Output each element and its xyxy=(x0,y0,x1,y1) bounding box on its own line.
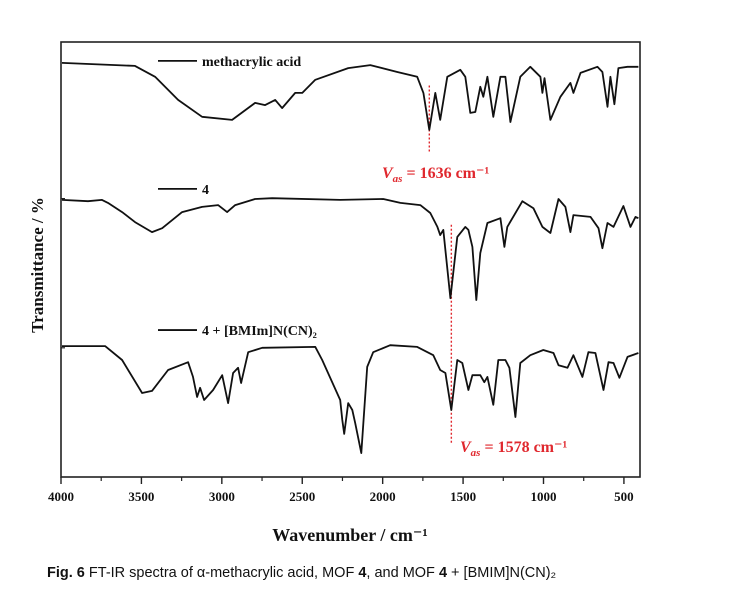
legend: methacrylic acid 4 4 + [BMIm]N(CN)₂ xyxy=(158,55,317,339)
x-tick-label: 4000 xyxy=(48,489,74,504)
annotation-symbol: V xyxy=(382,165,394,182)
caption-compound-4: 4 xyxy=(438,565,448,581)
x-tick-label: 1000 xyxy=(531,489,557,504)
caption-text: , and MOF xyxy=(366,565,439,581)
annotation-subscript: as xyxy=(471,447,481,459)
caption-text: FT-IR spectra of α-methacrylic acid, MOF xyxy=(84,565,359,581)
annotation-value: = 1578 cm⁻¹ xyxy=(480,439,567,456)
annotation-label: Vas = 1578 cm⁻¹ xyxy=(460,439,567,459)
caption-text: + [BMIM]N(CN)₂ xyxy=(447,565,557,581)
annotation-subscript: as xyxy=(393,173,403,185)
legend-label: methacrylic acid xyxy=(202,55,301,70)
x-tick-label: 500 xyxy=(614,489,634,504)
annotation-lines xyxy=(428,85,453,445)
x-axis-label: Wavenumber / cm⁻¹ xyxy=(272,525,428,545)
x-axis-ticks xyxy=(60,198,625,484)
x-tick-label: 2000 xyxy=(370,489,396,504)
legend-label: 4 xyxy=(202,183,209,198)
annotation-value: = 1636 cm⁻¹ xyxy=(402,165,489,182)
legend-label: 4 + [BMIm]N(CN)₂ xyxy=(202,324,317,339)
x-tick-label: 3000 xyxy=(209,489,235,504)
spectrum-line-0 xyxy=(61,62,639,131)
caption-compound-4: 4 xyxy=(358,565,367,581)
spectrum-line-1 xyxy=(61,197,639,301)
figure-caption: Fig. 6 FT-IR spectra of α-methacrylic ac… xyxy=(47,565,556,581)
annotation-symbol: V xyxy=(460,439,472,456)
x-tick-labels: 4000 3500 3000 2500 2000 1500 1000 500 xyxy=(48,489,634,504)
x-tick-label: 1500 xyxy=(450,489,476,504)
caption-fig-label: Fig. 6 xyxy=(47,565,85,581)
series-group xyxy=(61,62,639,454)
y-axis-label: Transmittance / % xyxy=(28,197,47,333)
plot-frame xyxy=(60,41,641,478)
x-tick-label: 2500 xyxy=(289,489,315,504)
x-tick-label: 3500 xyxy=(128,489,154,504)
annotation-label: Vas = 1636 cm⁻¹ xyxy=(382,165,489,185)
spectrum-line-2 xyxy=(62,344,639,454)
